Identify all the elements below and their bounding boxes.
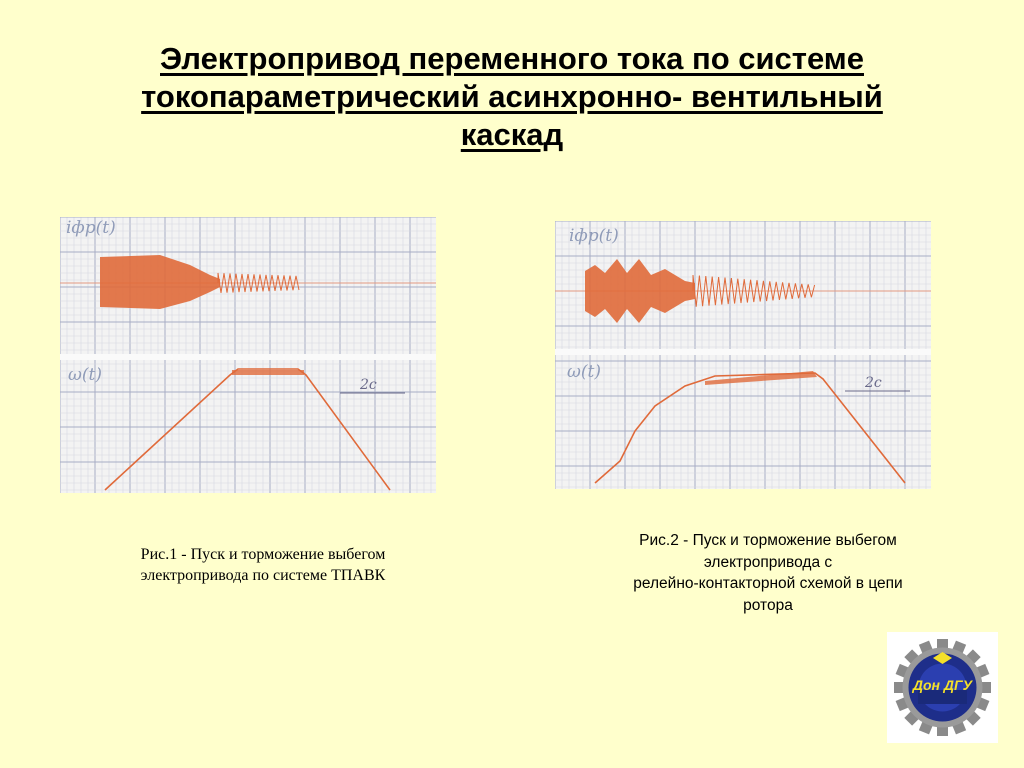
figure-1-speed-label: ω(t) <box>68 365 102 385</box>
figure-2-oscillogram: iфр(t) ω(t) 2с <box>555 221 931 489</box>
figure-2-caption-line-1: Рис.2 - Пуск и торможение выбегом <box>639 532 897 549</box>
figure-1-svg: iфр(t) ω(t) 2с <box>60 217 436 493</box>
figure-1-caption-line-2: электропривода по системе ТПАВК <box>140 567 386 584</box>
figure-2-scale-label: 2с <box>864 375 882 391</box>
figure-2-current-oscillation <box>692 274 816 307</box>
figure-1-caption: Рис.1 - Пуск и торможение выбегом электр… <box>80 544 446 586</box>
figure-2-speed-label: ω(t) <box>567 362 601 382</box>
figure-1-current-label: iфр(t) <box>66 218 116 238</box>
figure-1-current-oscillation <box>217 272 300 293</box>
figure-2-speed-trace <box>594 372 906 484</box>
figure-2-svg: iфр(t) ω(t) 2с <box>555 221 931 489</box>
figure-2-current-label: iфр(t) <box>569 226 619 246</box>
figure-1-current-envelope <box>100 255 220 309</box>
figure-1-oscillogram: iфр(t) ω(t) 2с <box>60 217 436 493</box>
figure-2-current-envelope <box>585 259 695 323</box>
figure-1-speed-plateau <box>232 370 304 375</box>
title-line-1: Электропривод переменного тока по систем… <box>160 41 864 76</box>
figure-1-caption-line-1: Рис.1 - Пуск и торможение выбегом <box>140 546 386 563</box>
university-logo: Дон ДГУ <box>887 632 998 743</box>
figure-1-separator <box>60 354 436 360</box>
slide-title: Электропривод переменного тока по систем… <box>60 40 964 154</box>
figure-2-speed-plateau <box>705 371 817 385</box>
figure-2-caption: Рис.2 - Пуск и торможение выбегом электр… <box>578 530 958 616</box>
title-line-3: каскад <box>460 117 564 152</box>
university-gear-emblem-icon <box>894 639 991 736</box>
figure-2-caption-line-4: ротора <box>743 596 793 614</box>
figure-2-caption-line-2: электропривода с <box>703 553 833 571</box>
figure-1-scale-label: 2с <box>359 377 377 393</box>
figure-1-speed-trace <box>104 368 391 491</box>
logo-text: Дон ДГУ <box>912 677 973 693</box>
figure-2-caption-line-3: релейно-контакторной схемой в цепи <box>633 575 903 592</box>
figure-2-separator <box>555 349 931 355</box>
title-line-2: токопараметрический асинхронно- вентильн… <box>141 79 883 114</box>
